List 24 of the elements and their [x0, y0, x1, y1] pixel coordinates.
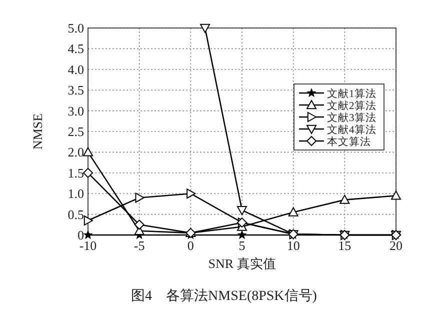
x-tick-label: 10 — [286, 238, 300, 253]
caption: 图4 各算法NMSE(8PSK信号) — [131, 288, 318, 304]
legend-label: 文献4算法 — [327, 123, 376, 136]
x-tick-label: 15 — [338, 238, 352, 253]
y-tick-label: 2.5 — [68, 124, 84, 139]
y-tick-label: 2.0 — [68, 144, 84, 160]
x-tick-label: -5 — [134, 238, 145, 253]
y-tick-label: 3.5 — [68, 82, 84, 98]
y-tick-label: 5.0 — [68, 20, 84, 36]
x-tick-label: 5 — [238, 238, 246, 253]
x-axis-title: SNR 真实值 — [208, 256, 276, 271]
legend-label: 本文算法 — [327, 135, 371, 148]
y-tick-label: 1.5 — [68, 165, 84, 180]
y-tick-label: 3.0 — [68, 103, 84, 118]
legend-label: 文献1算法 — [327, 87, 376, 100]
y-tick-label: 4.5 — [68, 41, 84, 56]
y-tick-label: 1.0 — [68, 186, 84, 202]
x-tick-label: 20 — [390, 238, 402, 253]
legend-label: 文献3算法 — [327, 111, 376, 124]
x-tick-label: 0 — [187, 238, 194, 253]
y-tick-label: 4.0 — [68, 62, 84, 77]
y-axis-title: NMSE — [30, 113, 45, 150]
y-tick-label: 0.5 — [68, 206, 84, 222]
legend-label: 文献2算法 — [327, 99, 376, 112]
